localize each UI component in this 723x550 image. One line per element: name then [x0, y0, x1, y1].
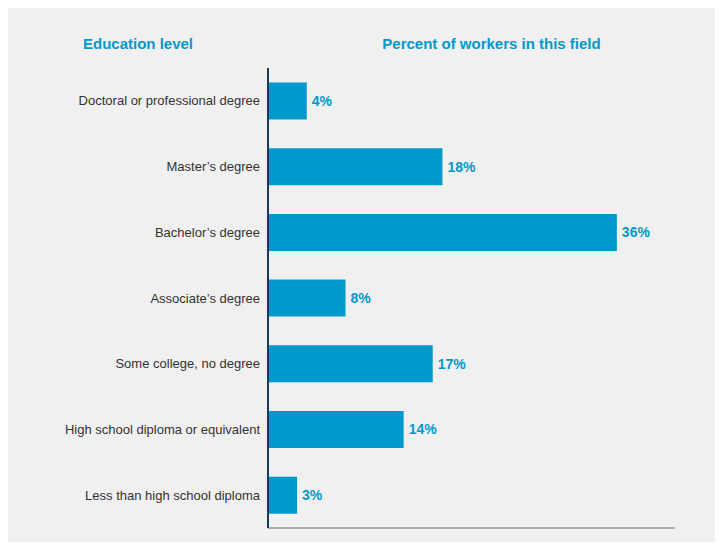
svg-text:Master’s degree: Master’s degree [167, 159, 260, 174]
svg-text:High school diploma or equival: High school diploma or equivalent [65, 422, 261, 437]
html-text:Education level: Education level [83, 35, 193, 52]
svg-text:8%: 8% [351, 290, 372, 306]
svg-text:36%: 36% [622, 224, 651, 240]
svg-text:Some college, no degree: Some college, no degree [115, 356, 260, 371]
html-text:Percent of workers in this fie: Percent of workers in this field [382, 35, 601, 52]
svg-text:18%: 18% [447, 159, 476, 175]
svg-text:14%: 14% [409, 421, 438, 437]
svg-text:4%: 4% [312, 93, 333, 109]
svg-text:3%: 3% [302, 487, 323, 503]
svg-text:Bachelor’s degree: Bachelor’s degree [155, 225, 260, 240]
svg-text:Less than high school diploma: Less than high school diploma [85, 488, 261, 503]
svg-text:Associate’s degree: Associate’s degree [150, 291, 260, 306]
svg-text:Doctoral or professional degre: Doctoral or professional degree [79, 93, 260, 108]
svg-text:17%: 17% [438, 356, 467, 372]
